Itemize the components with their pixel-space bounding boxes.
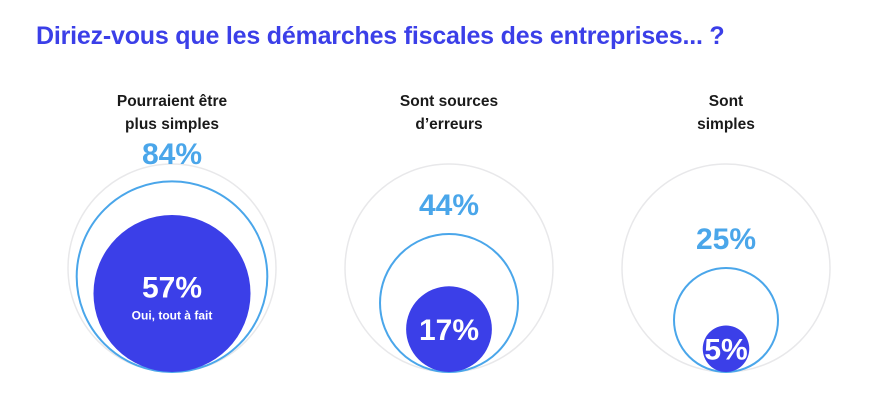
tout-a-fait-circle [702, 325, 750, 373]
category-label: Pourraient être [117, 93, 228, 110]
tout-a-fait-circle [93, 214, 251, 372]
tout-a-fait-value-label: 17% [419, 314, 479, 347]
category-label: Sont sources [400, 93, 498, 110]
category-label: plus simples [125, 116, 219, 133]
total-value-label: 84% [142, 138, 202, 171]
total-value-label: 44% [419, 189, 479, 222]
category-label: d’erreurs [415, 116, 482, 133]
tout-a-fait-value-label: 57% [142, 271, 202, 304]
category-label: Sont [709, 93, 743, 110]
tout-a-fait-value-label: 5% [704, 334, 747, 367]
total-circle [379, 233, 519, 373]
chart-title: Diriez-vous que les démarches fiscales d… [36, 22, 725, 50]
tout-a-fait-caption: Oui, tout à fait [132, 308, 213, 322]
tout-a-fait-circle [406, 286, 492, 372]
total-value-label: 25% [696, 223, 756, 256]
category-label: simples [697, 116, 755, 133]
